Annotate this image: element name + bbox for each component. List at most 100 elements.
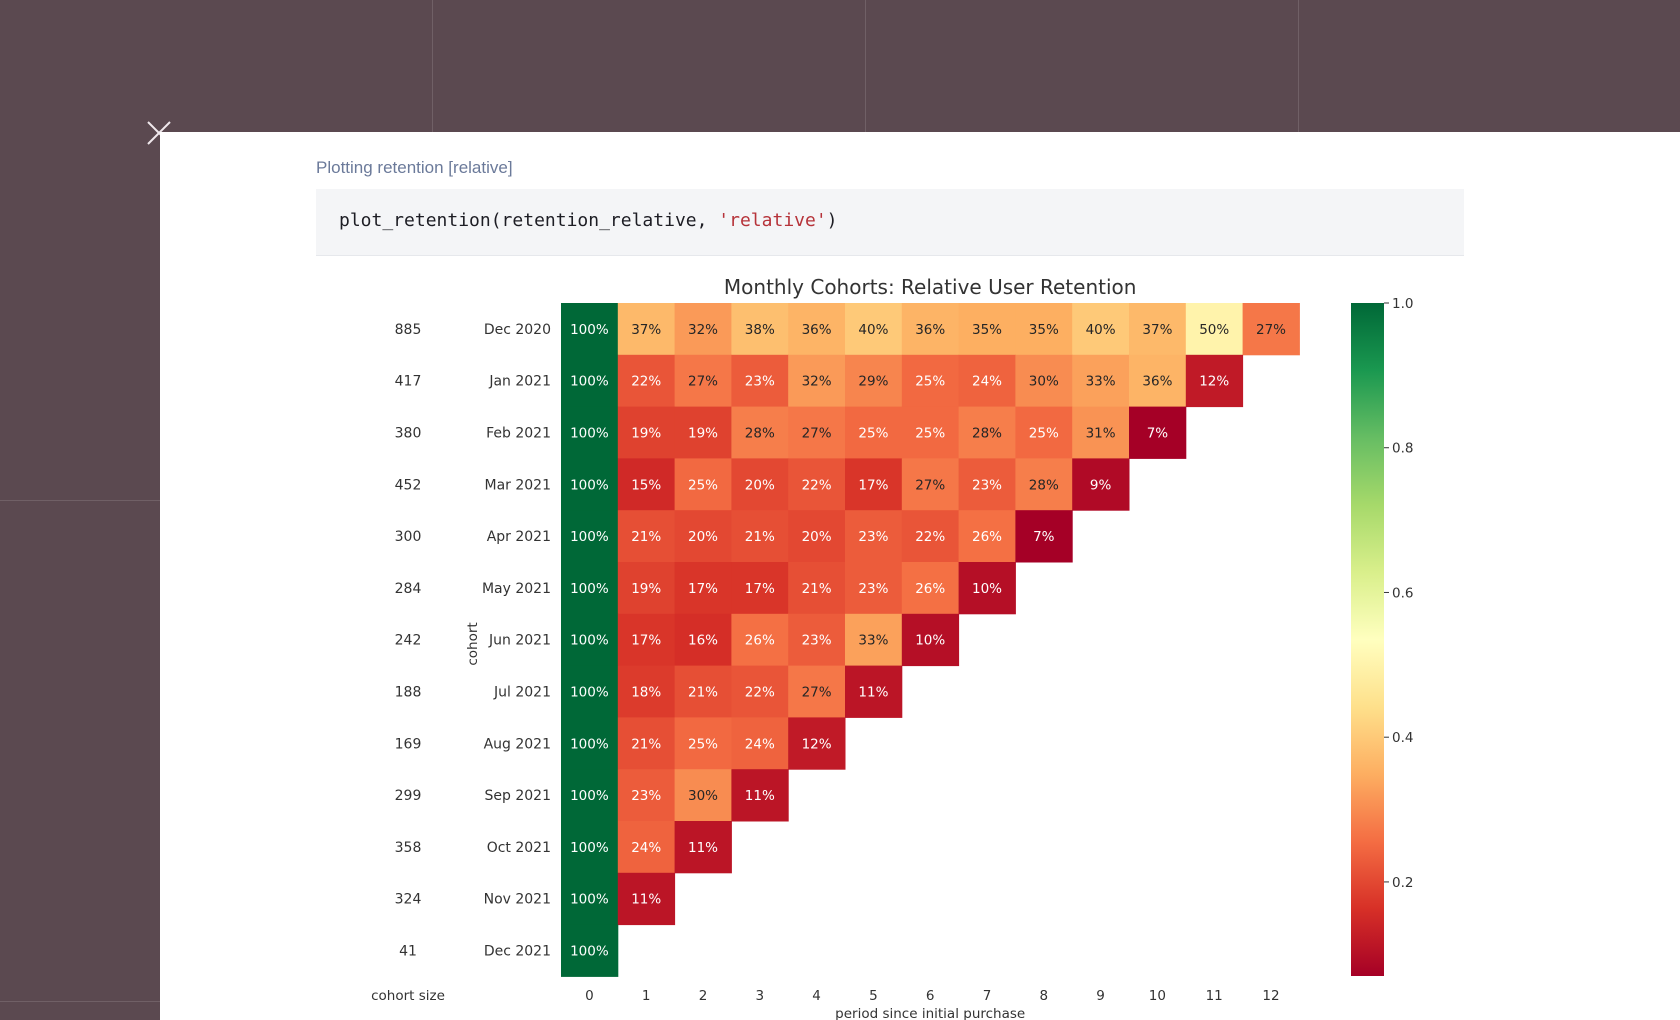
heatmap-cell: [845, 354, 903, 408]
heatmap-cell-label: 27%: [1256, 322, 1286, 338]
heatmap-cell: [617, 354, 676, 408]
cohort-size-label: 300: [395, 529, 422, 545]
heatmap-cell-label: 22%: [745, 685, 775, 701]
heatmap-cell-label: 20%: [802, 529, 832, 545]
heatmap-cell: [901, 303, 960, 356]
colorbar-tick-label: 0.4: [1392, 730, 1413, 746]
heatmap-cell: [674, 613, 732, 667]
background-grid-line: [432, 0, 433, 132]
heatmap-cell-label: 16%: [688, 633, 718, 649]
heatmap-cell: [731, 613, 789, 667]
heatmap-cell: [731, 510, 789, 563]
heatmap-cell: [845, 613, 903, 667]
heatmap-cell-label: 11%: [745, 788, 775, 804]
code-string-arg: 'relative': [718, 210, 827, 231]
heatmap-cell: [958, 562, 1016, 615]
heatmap-cell-label: 19%: [631, 581, 661, 597]
heatmap-cell: [1015, 406, 1073, 459]
heatmap-cell-label: 100%: [570, 426, 609, 442]
x-tick-label: 4: [812, 988, 821, 1004]
notebook-panel: Plotting retention [relative] plot_reten…: [160, 132, 1680, 1020]
y-axis-label: cohort: [465, 622, 481, 665]
heatmap-cell: [617, 406, 676, 459]
heatmap-cell: [674, 510, 732, 563]
heatmap-cell-label: 26%: [972, 529, 1002, 545]
heatmap-cell-label: 27%: [802, 426, 832, 442]
heatmap-cell: [958, 406, 1016, 459]
colorbar: [1351, 303, 1384, 976]
heatmap-cell: [561, 613, 619, 667]
heatmap-cell: [788, 613, 846, 667]
cohort-size-label: 417: [395, 374, 422, 390]
colorbar-tick-label: 0.8: [1392, 441, 1413, 457]
heatmap-cell-label: 24%: [631, 840, 661, 856]
code-cell[interactable]: plot_retention(retention_relative, 'rela…: [316, 189, 1464, 256]
heatmap-cell-label: 36%: [1142, 374, 1172, 390]
heatmap-cell-label: 32%: [688, 322, 718, 338]
heatmap-cell: [901, 406, 960, 459]
chart-title: Monthly Cohorts: Relative User Retention: [724, 275, 1137, 299]
x-tick-label: 9: [1096, 988, 1105, 1004]
heatmap-cell-label: 19%: [688, 426, 718, 442]
heatmap-cell: [788, 510, 846, 563]
heatmap-cell: [788, 562, 846, 615]
heatmap-cell-label: 23%: [802, 633, 832, 649]
heatmap-cell-label: 24%: [745, 736, 775, 752]
heatmap-cell-label: 20%: [688, 529, 718, 545]
heatmap-cell-label: 26%: [915, 581, 945, 597]
heatmap-cell: [617, 769, 676, 822]
heatmap-cell-label: 100%: [570, 736, 609, 752]
heatmap-cell-label: 100%: [570, 529, 609, 545]
cohort-label: Nov 2021: [484, 892, 551, 908]
heatmap-cell: [561, 406, 619, 459]
heatmap-cell-label: 21%: [802, 581, 832, 597]
cohort-size-label: 452: [395, 477, 422, 493]
code-text-end: ): [826, 210, 838, 231]
heatmap-cell-label: 28%: [745, 426, 775, 442]
heatmap-cell: [1072, 354, 1130, 408]
cohort-label: Dec 2021: [484, 944, 551, 960]
heatmap-cell: [958, 458, 1016, 511]
heatmap-cell-label: 100%: [570, 944, 609, 960]
heatmap-cell-label: 100%: [570, 685, 609, 701]
heatmap-cell-label: 31%: [1086, 426, 1116, 442]
x-tick-label: 7: [983, 988, 992, 1004]
heatmap-cell: [1015, 303, 1073, 356]
heatmap-cell: [617, 717, 676, 770]
heatmap-cell: [1129, 303, 1187, 356]
heatmap-cell: [731, 458, 789, 511]
cohort-size-label: 41: [399, 944, 417, 960]
heatmap-cell: [901, 354, 960, 408]
cohort-label: Jul 2021: [493, 685, 551, 701]
background-grid-line: [0, 1001, 160, 1002]
heatmap-cell-label: 100%: [570, 892, 609, 908]
heatmap-cell: [1129, 354, 1187, 408]
heatmap-cell: [788, 406, 846, 459]
heatmap-cell-label: 11%: [631, 892, 661, 908]
heatmap-cell: [731, 769, 789, 822]
cohort-label: Sep 2021: [485, 788, 551, 804]
heatmap-cell: [788, 303, 846, 356]
heatmap-cell: [731, 665, 789, 718]
heatmap-cell-label: 25%: [858, 426, 888, 442]
cohort-label: May 2021: [482, 581, 551, 597]
heatmap-cell: [561, 769, 619, 822]
heatmap-cell-label: 18%: [631, 685, 661, 701]
heatmap-cell: [617, 613, 676, 667]
heatmap-cell: [731, 717, 789, 770]
background-grid-line: [865, 0, 866, 132]
heatmap-cell: [845, 665, 903, 718]
heatmap-cell-label: 36%: [802, 322, 832, 338]
heatmap-cell-label: 36%: [915, 322, 945, 338]
x-tick-label: 10: [1149, 988, 1166, 1004]
x-tick-label: 12: [1262, 988, 1279, 1004]
heatmap-cell-label: 21%: [631, 736, 661, 752]
cohort-size-label: 358: [395, 840, 422, 856]
heatmap-cell: [731, 354, 789, 408]
heatmap-cell-label: 40%: [1086, 322, 1116, 338]
heatmap-cell-label: 30%: [688, 788, 718, 804]
cohort-label: Aug 2021: [484, 736, 551, 752]
heatmap-cell-label: 25%: [688, 477, 718, 493]
heatmap-cell: [788, 354, 846, 408]
heatmap-cell: [674, 717, 732, 770]
